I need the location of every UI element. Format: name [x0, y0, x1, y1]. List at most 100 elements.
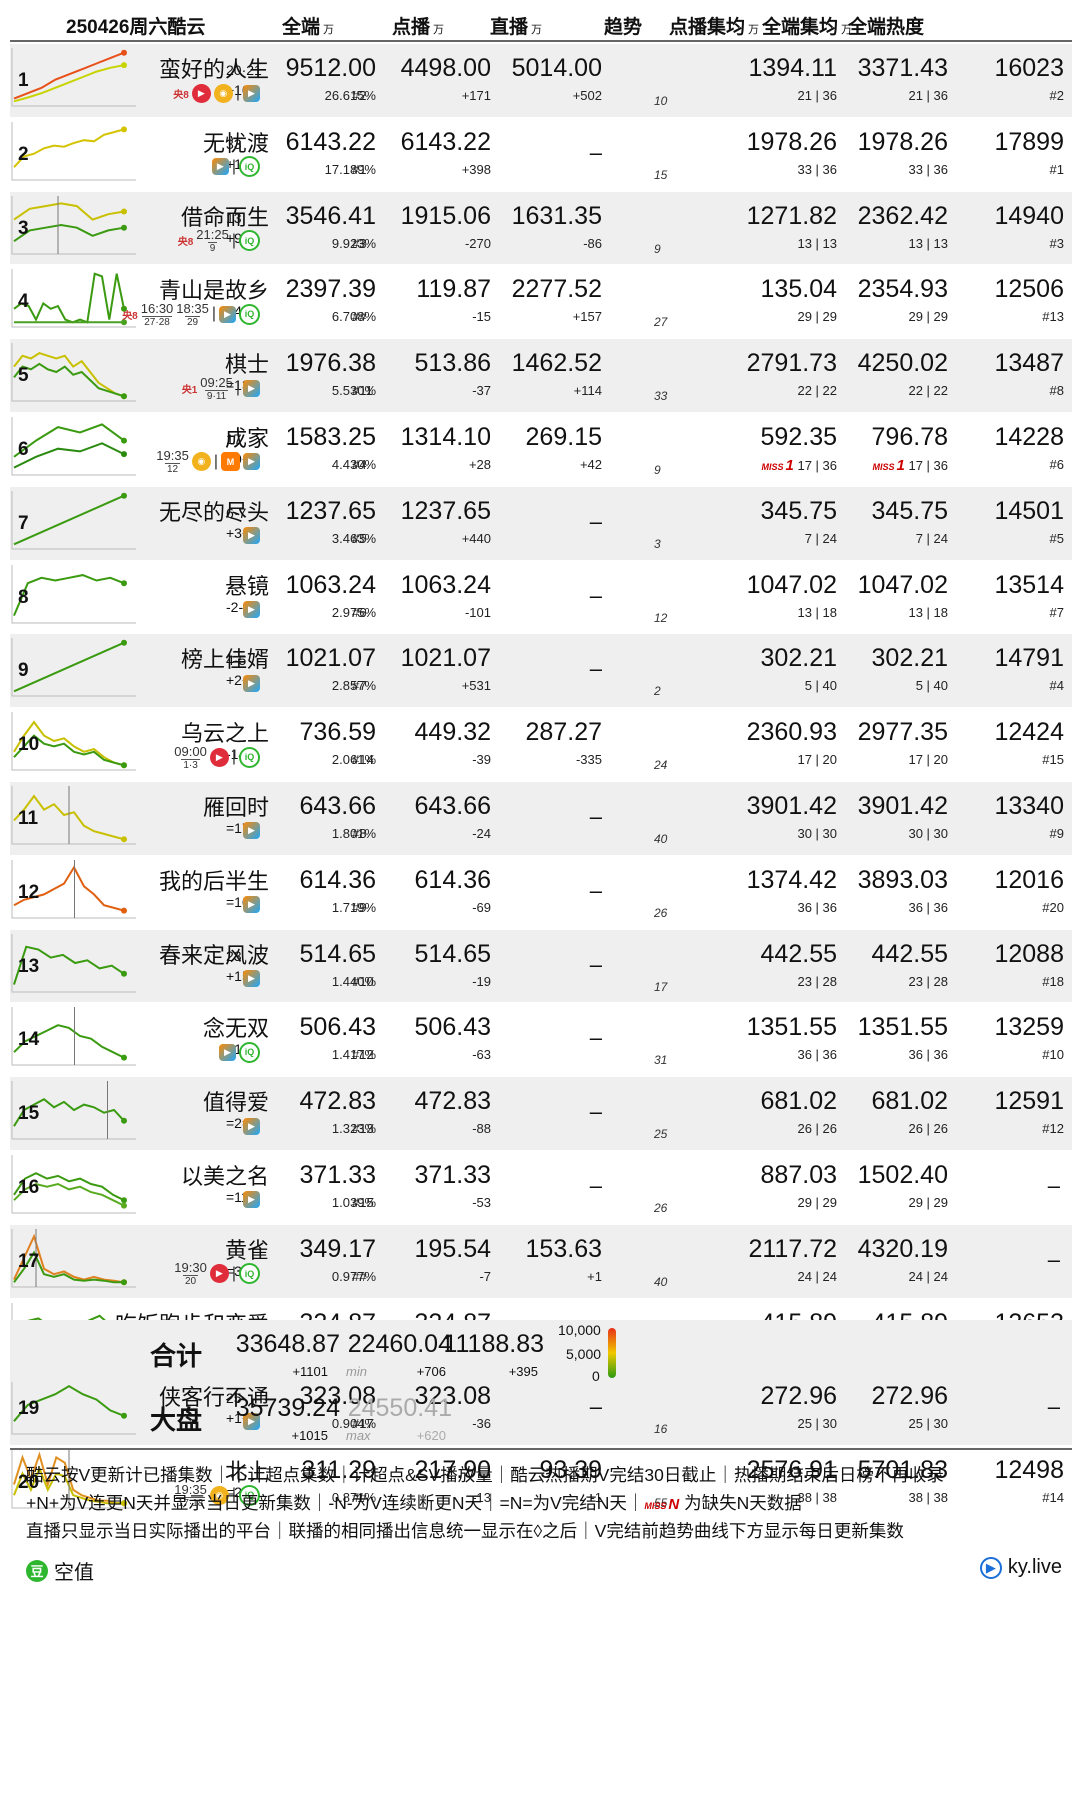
cctv-icon[interactable]: ▶ — [209, 1264, 229, 1284]
tencent-video-icon[interactable]: ▶ — [219, 305, 236, 323]
tencent-video-icon[interactable]: ▶ — [243, 1412, 260, 1430]
show-title[interactable]: 雁回时 — [202, 794, 269, 820]
platform-list: ▶ — [243, 892, 260, 918]
platform-list: ▶ — [243, 818, 260, 844]
iqiyi-icon[interactable]: iQ — [239, 1484, 260, 1506]
table-row[interactable]: 4 青山是故乡 =4= 央8 16:30 27·28 18:35 29 | ▶ iQ 2397… — [10, 265, 1072, 340]
tencent-video-icon[interactable]: ▶ — [211, 158, 229, 176]
vod-avg-sub: 13 | 13 — [797, 235, 837, 251]
tencent-video-icon[interactable]: ▶ — [243, 970, 260, 988]
show-title[interactable]: 侠客行不通 — [158, 1385, 269, 1411]
tencent-video-icon[interactable]: ▶ — [243, 822, 260, 840]
tencent-video-icon[interactable]: ▶ — [243, 527, 260, 545]
live-change: -335 — [575, 752, 602, 768]
cctv-icon[interactable]: ▶ — [209, 747, 229, 767]
platform-separator: | — [235, 84, 240, 101]
show-title[interactable]: 春来定风波 — [158, 942, 269, 968]
table-row[interactable]: 7 无尽的尽头 6·7 +3+ ▶ 1237.65 3.463% 1237.65… — [10, 486, 1072, 561]
tencent-video-icon[interactable]: ▶ — [243, 896, 260, 914]
table-row[interactable]: 13 春来定风波 23 +15+ ▶ 514.65 1.440% 514.65 … — [10, 929, 1072, 1004]
live-value: 1462.52 — [511, 349, 602, 378]
table-row[interactable]: 8 悬镜 -2- ▶ 1063.24 2.975% 1063.24 #6 -10… — [10, 561, 1072, 635]
iqiyi-icon[interactable]: iQ — [239, 230, 260, 252]
header-all-avg[interactable]: 全端集均万 — [762, 17, 853, 38]
all-value: 2397.39 — [285, 275, 376, 304]
vod-avg-sub: 22 | 22 — [797, 383, 837, 399]
show-title[interactable]: 乌云之上 — [180, 721, 269, 747]
table-row[interactable]: 19 侠客行不通 25 +1+ ▶ 323.08 0.904% 323.08 #… — [10, 1372, 1072, 1447]
tencent-video-icon[interactable]: ▶ — [243, 453, 260, 471]
show-title[interactable]: 黄雀 — [224, 1237, 269, 1263]
show-title[interactable]: 无尽的尽头 — [158, 499, 269, 525]
tencent-video-icon[interactable]: ▶ — [243, 601, 260, 619]
tencent-video-icon[interactable]: ▶ — [243, 1117, 260, 1135]
show-title[interactable]: 借命而生 — [180, 204, 269, 230]
all-avg-sub: MISS 1 17 | 36 — [872, 456, 948, 474]
tencent-video-icon[interactable]: ▶ — [243, 1191, 260, 1209]
header-vod[interactable]: 点播万 — [392, 17, 445, 38]
header-all[interactable]: 全端万 — [282, 17, 335, 38]
show-title[interactable]: 以美之名 — [180, 1163, 269, 1189]
table-row[interactable]: 9 榜上佳婿 4·5 +2+ ▶ 1021.07 2.857% 1021.07 … — [10, 634, 1072, 709]
trend-point — [121, 1117, 127, 1124]
trend-chart — [11, 48, 136, 107]
platform-list: ▶ | iQ — [211, 154, 260, 180]
show-title[interactable]: 榜上佳婿 — [180, 647, 269, 673]
show-title[interactable]: 值得爱 — [202, 1090, 269, 1116]
platform-separator: | — [211, 305, 216, 323]
table-row[interactable]: 2 无忧渡 33 +15+ ▶|iQ 6143.22 17.189% 6143.… — [10, 118, 1072, 192]
show-title[interactable]: 北上 — [224, 1459, 269, 1485]
show-title[interactable]: 我的后半生 — [158, 868, 269, 894]
show-title[interactable]: 蛮好的人生 — [158, 57, 269, 82]
iqiyi-icon[interactable]: iQ — [239, 746, 260, 768]
gzsat-icon[interactable]: ◉ — [191, 452, 211, 472]
table-row[interactable]: 3 借命而生 13 +9+ 央8 21:25 9 | iQ 3546.41 9.923%… — [10, 191, 1072, 266]
show-title[interactable]: 念无双 — [202, 1016, 269, 1042]
trend-chart — [11, 1450, 136, 1509]
all-avg-sub: 33 | 36 — [908, 161, 948, 177]
show-title[interactable]: 成家 — [224, 425, 269, 451]
iqiyi-icon[interactable]: iQ — [239, 303, 260, 325]
live-empty: – — [589, 508, 602, 534]
all-avg-value: 2362.42 — [857, 201, 948, 230]
vod-rank: #11 — [352, 383, 373, 399]
iqiyi-icon[interactable]: iQ — [239, 1263, 260, 1285]
cctv-icon[interactable]: ▶ — [191, 83, 211, 103]
iqiyi-icon[interactable]: iQ — [239, 156, 260, 178]
table-row[interactable]: 12 我的后半生 =10= ▶ 614.36 1.719% 614.36 #9 … — [10, 856, 1072, 930]
live-empty: – — [589, 1025, 602, 1051]
all-share: 4.430% — [331, 456, 376, 472]
header-heat[interactable]: 全端热度 — [848, 17, 925, 38]
show-title[interactable]: 无忧渡 — [202, 130, 269, 156]
table-row[interactable]: 16 以美之名 =11= ▶ 371.33 1.039% 371.33 #15 … — [10, 1151, 1072, 1225]
table-row[interactable]: 14 念无双 =12= ▶iQ 506.43 1.417% 506.43 #12… — [10, 1003, 1072, 1078]
header-vod-avg[interactable]: 点播集均万 — [669, 17, 760, 38]
brand-right[interactable]: ▶ ky.live — [979, 1556, 1062, 1579]
show-title[interactable]: 棋士 — [224, 352, 269, 378]
table-row[interactable]: 10 乌云之上 -14- 09:001·3▶|iQ 736.59 2.061% … — [10, 708, 1072, 782]
header-live[interactable]: 直播万 — [490, 17, 543, 38]
mgtv-icon[interactable]: M — [221, 452, 240, 472]
iqiyi-icon[interactable]: iQ — [239, 1041, 260, 1063]
vod-avg-sub: 23 | 28 — [797, 973, 837, 989]
gzsat-icon[interactable]: ◉ — [209, 1485, 229, 1505]
trend-days: 12 — [654, 610, 668, 625]
tencent-video-icon[interactable]: ▶ — [243, 674, 260, 692]
tencent-video-icon[interactable]: ▶ — [219, 1043, 236, 1061]
vod-rank: #5 — [352, 530, 367, 546]
all-avg-value: 3371.43 — [857, 54, 948, 82]
show-title[interactable]: 青山是故乡 — [158, 278, 269, 304]
table-row[interactable]: 11 雁回时 =17= ▶ 643.66 1.801% 643.66 #8 -2… — [10, 781, 1072, 856]
trend-line — [13, 352, 125, 398]
tencent-video-icon[interactable]: ▶ — [243, 379, 260, 397]
gzsat-icon[interactable]: ◉ — [213, 83, 233, 103]
table-row[interactable]: 5 棋士 =13= 央1 09:25 9·11 | ▶ 1976.38 5.530% 5… — [10, 339, 1072, 413]
show-title[interactable]: 悬镜 — [224, 573, 269, 599]
table-row[interactable]: 15 值得爱 =2= ▶ 472.83 1.323% 472.83 #13 -8… — [10, 1077, 1072, 1151]
tencent-video-icon[interactable]: ▶ — [243, 84, 260, 102]
trend-days: 9 — [654, 241, 661, 256]
table-row[interactable]: 1 蛮好的人生 20·21 +10+ 央8 ▶ ◉ | ▶ 9512.00 26.615… — [10, 44, 1072, 118]
